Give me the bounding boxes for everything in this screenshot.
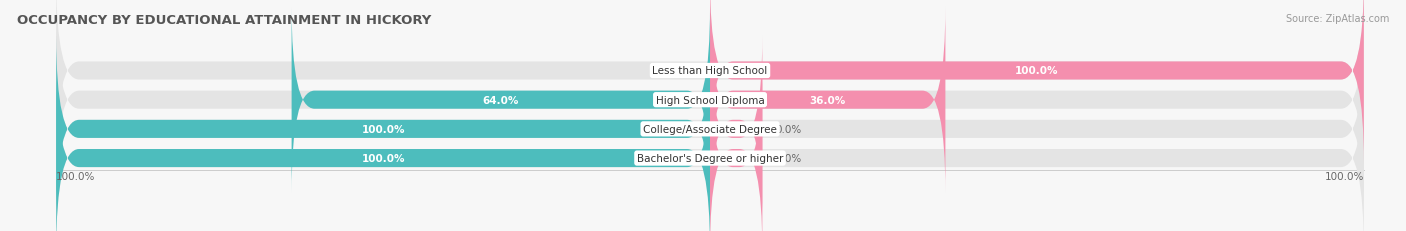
FancyBboxPatch shape <box>56 0 1364 164</box>
FancyBboxPatch shape <box>56 7 1364 193</box>
FancyBboxPatch shape <box>710 7 945 193</box>
Text: 64.0%: 64.0% <box>482 95 519 105</box>
FancyBboxPatch shape <box>710 66 762 231</box>
FancyBboxPatch shape <box>710 36 762 222</box>
FancyBboxPatch shape <box>56 36 1364 222</box>
FancyBboxPatch shape <box>710 0 1364 164</box>
Text: Source: ZipAtlas.com: Source: ZipAtlas.com <box>1285 14 1389 24</box>
Text: Less than High School: Less than High School <box>652 66 768 76</box>
FancyBboxPatch shape <box>56 66 1364 231</box>
Text: 100.0%: 100.0% <box>1324 171 1364 181</box>
Text: 100.0%: 100.0% <box>361 124 405 134</box>
FancyBboxPatch shape <box>56 36 710 222</box>
Text: 100.0%: 100.0% <box>56 171 96 181</box>
Text: 0.0%: 0.0% <box>671 66 697 76</box>
Text: 100.0%: 100.0% <box>1015 66 1059 76</box>
Text: 36.0%: 36.0% <box>810 95 846 105</box>
FancyBboxPatch shape <box>56 66 710 231</box>
FancyBboxPatch shape <box>291 7 710 193</box>
Text: 0.0%: 0.0% <box>776 124 801 134</box>
Text: High School Diploma: High School Diploma <box>655 95 765 105</box>
Text: 0.0%: 0.0% <box>776 153 801 163</box>
Text: OCCUPANCY BY EDUCATIONAL ATTAINMENT IN HICKORY: OCCUPANCY BY EDUCATIONAL ATTAINMENT IN H… <box>17 14 432 27</box>
Text: College/Associate Degree: College/Associate Degree <box>643 124 778 134</box>
Text: 100.0%: 100.0% <box>361 153 405 163</box>
Text: Bachelor's Degree or higher: Bachelor's Degree or higher <box>637 153 783 163</box>
